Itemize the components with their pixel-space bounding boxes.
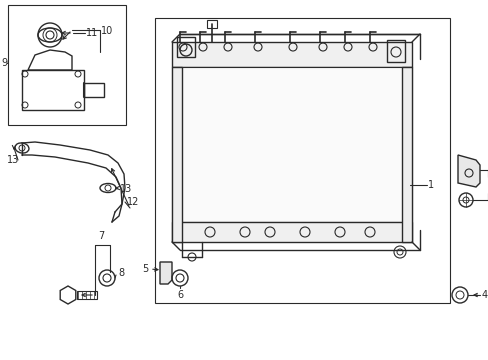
Bar xyxy=(401,67,411,242)
Bar xyxy=(22,70,84,110)
Text: 12: 12 xyxy=(127,197,139,207)
Text: 6: 6 xyxy=(177,290,183,300)
Bar xyxy=(77,291,97,299)
Bar xyxy=(172,222,411,242)
Text: 7: 7 xyxy=(98,231,104,241)
Bar xyxy=(172,67,182,242)
Bar xyxy=(155,18,449,303)
Text: 8: 8 xyxy=(118,268,124,278)
Bar xyxy=(177,37,195,57)
Polygon shape xyxy=(160,262,172,284)
Bar xyxy=(386,40,404,62)
Bar xyxy=(206,20,217,28)
Text: 5: 5 xyxy=(142,264,148,274)
Polygon shape xyxy=(457,155,479,187)
Bar xyxy=(172,67,411,222)
Text: 1: 1 xyxy=(427,180,433,190)
Text: 10: 10 xyxy=(101,26,113,36)
Text: 13: 13 xyxy=(120,184,132,194)
Text: 9: 9 xyxy=(1,58,7,68)
Bar xyxy=(8,5,126,125)
Text: 13: 13 xyxy=(7,155,19,165)
Bar xyxy=(172,42,411,67)
Bar xyxy=(84,83,104,97)
Text: 11: 11 xyxy=(86,28,98,38)
Text: 4: 4 xyxy=(481,290,487,300)
